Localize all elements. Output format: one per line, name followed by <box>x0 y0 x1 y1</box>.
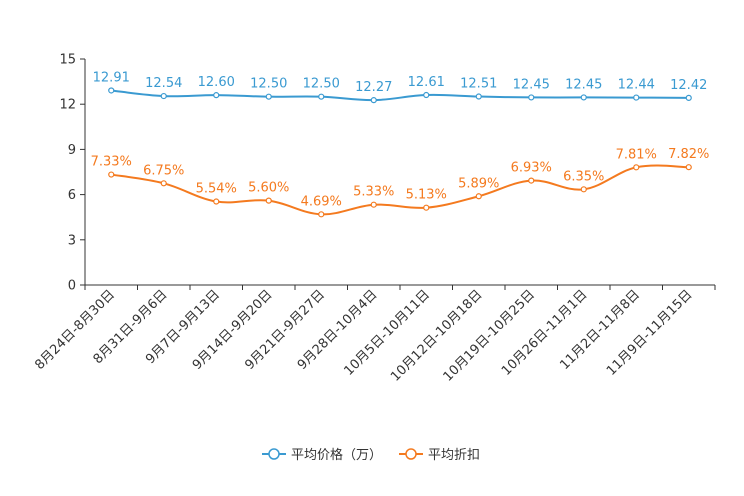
data-label: 5.89% <box>458 176 499 191</box>
y-tick-label: 12 <box>59 98 76 113</box>
data-point[interactable] <box>633 164 640 171</box>
data-label: 12.42 <box>670 78 707 93</box>
y-tick-label: 9 <box>68 143 76 158</box>
data-label: 12.54 <box>145 76 182 91</box>
data-label: 12.45 <box>565 77 602 92</box>
data-point[interactable] <box>160 180 167 187</box>
y-tick-label: 15 <box>59 53 76 68</box>
x-tick-label: 10月19日-10月25日 <box>441 287 538 384</box>
data-point[interactable] <box>370 97 377 104</box>
data-label: 7.81% <box>616 147 657 162</box>
data-label: 12.50 <box>303 77 340 92</box>
data-label: 12.50 <box>250 77 287 92</box>
y-tick-label: 3 <box>68 233 76 248</box>
y-tick-label: 0 <box>68 279 76 294</box>
data-label: 5.13% <box>406 188 447 203</box>
data-point[interactable] <box>370 201 377 208</box>
data-label: 12.44 <box>618 78 655 93</box>
data-point[interactable] <box>475 193 482 200</box>
series-avg-discount: 7.33% 6.75% 5.54% 5.60% 4.69% 5.33% 5.13% 5.89%… <box>91 147 709 218</box>
data-point[interactable] <box>685 94 692 101</box>
data-point[interactable] <box>528 177 535 184</box>
legend[interactable]: 平均价格（万） 平均折扣 <box>262 447 480 463</box>
data-point[interactable] <box>475 93 482 100</box>
legend-marker-icon <box>268 448 280 460</box>
data-point[interactable] <box>580 186 587 193</box>
series-avg-price: 12.91 12.54 12.60 12.50 12.50 12.27 12.61 12.51… <box>93 70 707 104</box>
series-line <box>111 89 689 102</box>
data-point[interactable] <box>685 164 692 171</box>
data-label: 6.93% <box>511 161 552 176</box>
data-point[interactable] <box>160 92 167 100</box>
data-label: 7.33% <box>91 155 132 170</box>
data-label: 12.91 <box>93 70 130 85</box>
legend-label: 平均折扣 <box>428 448 480 463</box>
data-label: 6.35% <box>563 169 604 184</box>
data-point[interactable] <box>580 94 587 101</box>
data-point[interactable] <box>265 197 272 204</box>
series-layer: 12.91 12.54 12.60 12.50 12.50 12.27 12.61 12.51… <box>91 70 709 218</box>
data-label: 7.82% <box>668 147 709 162</box>
data-label: 12.60 <box>198 75 235 90</box>
data-label: 4.69% <box>301 194 342 209</box>
data-point[interactable] <box>318 93 325 100</box>
legend-marker-icon <box>405 448 417 460</box>
legend-item-avg-price[interactable]: 平均价格（万） <box>262 447 382 463</box>
data-point[interactable] <box>528 94 535 101</box>
data-point[interactable] <box>633 94 640 101</box>
data-point[interactable] <box>213 92 220 99</box>
x-tick-label: 10月12日-10月18日 <box>388 287 485 384</box>
y-tick-label: 6 <box>68 188 76 203</box>
legend-label: 平均价格（万） <box>291 447 382 463</box>
data-label: 12.51 <box>460 77 497 92</box>
data-point[interactable] <box>108 171 115 178</box>
data-point[interactable] <box>213 198 220 205</box>
data-label: 5.33% <box>353 185 394 200</box>
data-label: 12.27 <box>355 80 392 95</box>
data-label: 12.61 <box>408 75 445 90</box>
data-point[interactable] <box>108 87 115 94</box>
data-point[interactable] <box>265 93 272 100</box>
data-point[interactable] <box>423 204 430 211</box>
data-point[interactable] <box>318 211 325 218</box>
data-label: 5.54% <box>196 182 237 197</box>
data-point[interactable] <box>423 91 430 99</box>
series-line <box>111 164 689 216</box>
data-label: 6.75% <box>143 163 184 178</box>
data-label: 12.45 <box>513 77 550 92</box>
legend-item-avg-discount[interactable]: 平均折扣 <box>399 448 480 463</box>
data-label: 5.60% <box>248 181 289 196</box>
